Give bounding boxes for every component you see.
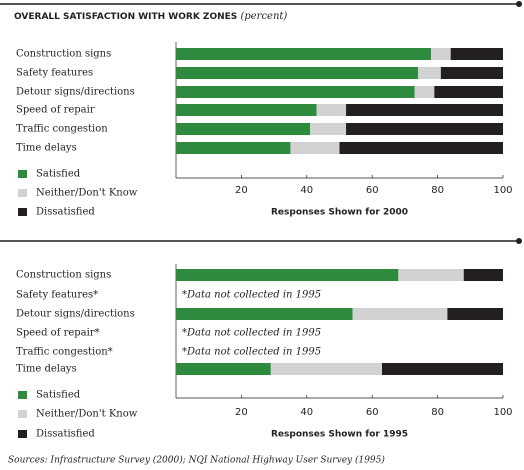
x-tick-label: 100	[493, 185, 512, 196]
category-label: Traffic congestion*	[16, 347, 113, 358]
x-tick-label: 60	[366, 185, 379, 196]
category-label: Construction signs	[16, 49, 111, 60]
legend-label: Neither/Don't Know	[36, 409, 138, 420]
panel-rule-dot	[516, 238, 522, 244]
legend-label: Satisfied	[36, 169, 81, 180]
bar-segment	[176, 104, 317, 116]
bar-segment	[176, 363, 271, 375]
bar-segment	[352, 308, 448, 320]
x-tick-label: 80	[431, 407, 444, 418]
note: *Data not collected in 1995	[182, 347, 321, 358]
legend-label: Neither/Don't Know	[36, 188, 138, 199]
x-tick-label: 40	[300, 185, 313, 196]
category-label: Traffic congestion	[16, 124, 108, 135]
x-tick-label: 100	[493, 407, 512, 418]
bar-segment	[290, 142, 340, 154]
category-label: Safety features	[16, 68, 93, 79]
x-tick-label: 20	[235, 185, 248, 196]
x-tick-label: 60	[366, 407, 379, 418]
x-axis-label: Responses Shown for 1995	[271, 430, 408, 440]
category-label: Time delays	[16, 364, 77, 375]
note: *Data not collected in 1995	[182, 328, 321, 339]
category-label: Detour signs/directions	[16, 87, 135, 98]
legend-swatch	[18, 391, 27, 399]
category-label: Detour signs/directions	[16, 309, 135, 320]
bar-segment	[176, 48, 432, 60]
bar-segment	[434, 86, 503, 98]
legend-label: Dissatisfied	[36, 429, 95, 440]
category-label: Time delays	[16, 143, 77, 154]
legend-swatch	[18, 189, 27, 197]
bar-segment	[417, 67, 441, 79]
legend-swatch	[18, 208, 27, 216]
title-main: OVERALL SATISFACTION WITH WORK ZONES	[14, 12, 237, 22]
x-tick-label: 40	[300, 407, 313, 418]
bar-segment	[176, 67, 418, 79]
bar-segment	[270, 363, 383, 375]
bar-segment	[382, 363, 503, 375]
title-unit: (percent)	[240, 11, 287, 22]
bar-segment	[447, 308, 503, 320]
category-label: Construction signs	[16, 270, 111, 281]
bar-segment	[176, 269, 399, 281]
category-label: Speed of repair	[16, 105, 95, 116]
bar-segment	[450, 48, 503, 60]
note: *Data not collected in 1995	[182, 290, 321, 301]
bar-segment	[440, 67, 503, 79]
legend-swatch	[18, 410, 27, 418]
x-tick-label: 80	[431, 185, 444, 196]
bar-segment	[346, 104, 503, 116]
x-axis-label: Responses Shown for 2000	[271, 208, 408, 218]
bar-segment	[431, 48, 451, 60]
bar-segment	[176, 142, 291, 154]
bar-segment	[316, 104, 347, 116]
legend-swatch	[18, 430, 27, 438]
category-label: Safety features*	[16, 290, 98, 301]
bar-segment	[176, 86, 415, 98]
source: Sources: Infrastructure Survey (2000); N…	[8, 455, 385, 466]
bar-segment	[346, 123, 503, 135]
bar-segment	[176, 123, 311, 135]
bar-segment	[339, 142, 503, 154]
bar-segment	[176, 308, 353, 320]
legend-label: Dissatisfied	[36, 207, 95, 218]
x-tick-label: 20	[235, 407, 248, 418]
bar-segment	[398, 269, 464, 281]
bar-segment	[414, 86, 435, 98]
bar-segment	[463, 269, 503, 281]
legend-label: Satisfied	[36, 390, 81, 401]
panel-rule-dot	[516, 1, 522, 7]
bar-segment	[310, 123, 347, 135]
legend-swatch	[18, 170, 27, 178]
category-label: Speed of repair*	[16, 328, 100, 339]
chart-title: OVERALL SATISFACTION WITH WORK ZONES (pe…	[14, 11, 287, 22]
